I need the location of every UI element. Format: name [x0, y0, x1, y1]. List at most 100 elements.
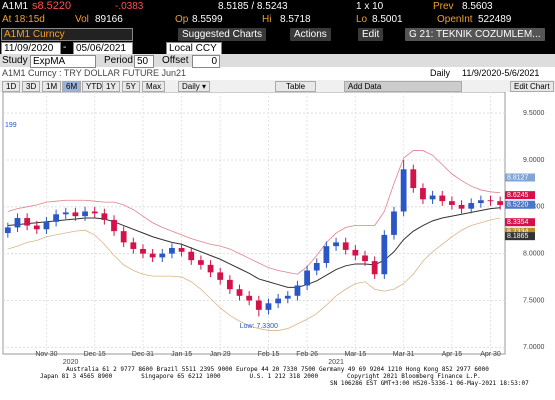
candle-body	[381, 234, 388, 275]
candle-body	[217, 272, 224, 280]
low-annotation: Low: 7.3300	[240, 323, 278, 330]
period-button[interactable]: 5Y	[122, 81, 140, 92]
price-tag	[505, 232, 535, 241]
candle-body	[4, 227, 11, 234]
candle-body	[391, 211, 397, 235]
candle-body	[43, 221, 50, 230]
price-tag	[505, 218, 535, 227]
change: -.0383	[115, 1, 144, 12]
security-input[interactable]: A1M1 Curncy	[1, 28, 133, 41]
candle-body	[226, 279, 233, 290]
candle-body	[140, 248, 146, 254]
x-tick-label: Dec 15	[84, 351, 106, 358]
candle-body	[53, 214, 59, 222]
date-range: 11/9/2020-5/6/2021	[462, 68, 540, 78]
candle-body	[323, 246, 330, 264]
last-price: s8.5220	[32, 0, 72, 12]
candle-body	[284, 295, 291, 299]
candle-body	[101, 213, 108, 220]
candle-body	[159, 253, 166, 258]
candle-body	[487, 200, 494, 202]
y-tick-label: 9.5000	[523, 110, 545, 117]
period-input[interactable]: 50	[134, 55, 154, 68]
actions-button[interactable]: Actions	[290, 28, 331, 41]
study-label: Study	[2, 55, 28, 66]
x-tick-label: Nov 30	[35, 351, 57, 358]
candle-body	[91, 211, 98, 214]
period-button[interactable]: 1D	[2, 81, 21, 92]
x-tick-label: Dec 31	[132, 351, 154, 358]
frequency: Daily	[430, 68, 451, 78]
edit-chart[interactable]: Edit Chart	[510, 81, 554, 92]
x-tick-label: Mar 15	[344, 351, 366, 358]
candle-body	[304, 270, 310, 286]
offset-label: Offset	[162, 55, 189, 66]
low: 8.5001	[372, 14, 403, 25]
candle-body	[362, 255, 368, 262]
y-tick-label: 8.0000	[523, 250, 545, 257]
footer-line: SN 106286 EST GMT+3:00 H520-5336-1 06-Ma…	[330, 380, 529, 387]
year-label: 2020	[63, 359, 79, 366]
freq-select[interactable]: Daily ▾	[178, 81, 211, 92]
candle-body	[33, 225, 40, 230]
table-button[interactable]: Table	[275, 81, 317, 92]
x-tick-label: Jan 29	[210, 351, 231, 358]
high: 8.5718	[280, 14, 311, 25]
candle-body	[120, 231, 127, 243]
period-button[interactable]: 3D	[22, 81, 41, 92]
study-select[interactable]: ExpMA	[30, 55, 96, 68]
x-tick-label: Feb 26	[296, 351, 318, 358]
candle-body	[439, 195, 446, 202]
period-button[interactable]: 6M	[62, 81, 82, 92]
vol: 89166	[95, 14, 123, 25]
edit-button[interactable]: Edit	[358, 28, 384, 41]
price-tag-label: 8.6245	[507, 192, 529, 199]
candle-body	[265, 303, 272, 310]
candle-body	[198, 260, 204, 265]
price-tag-label: 8.5220	[507, 202, 529, 209]
prev-label: Prev	[433, 1, 454, 12]
suggested-button[interactable]: Suggested Charts	[178, 28, 267, 41]
candle-body	[72, 212, 79, 217]
price-tag	[505, 227, 535, 236]
page-title[interactable]: G 21: TEKNIK COZUMLEM...	[405, 28, 545, 41]
period-button[interactable]: 1Y	[102, 81, 120, 92]
candle-body	[169, 248, 175, 254]
size: 1 x 10	[356, 1, 384, 12]
candle-body	[477, 200, 484, 204]
candle-body	[236, 289, 243, 296]
footer: Australia 61 2 9777 8600 Brazil 5511 239…	[0, 366, 555, 400]
chart-title: A1M1 Curncy : TRY DOLLAR FUTURE Jun21	[2, 68, 187, 78]
price-tag-label: 8.2334	[507, 229, 529, 236]
candle-body	[458, 204, 465, 209]
y-tick-label: 9.0000	[523, 157, 545, 164]
period-label: Period	[104, 55, 133, 66]
side-label: 199	[5, 122, 17, 129]
x-tick-label: Feb 15	[258, 351, 280, 358]
candle-body	[342, 242, 349, 250]
year-label: 2021	[328, 359, 344, 366]
add-data[interactable]: Add Data	[344, 81, 462, 92]
candle-body	[207, 264, 214, 273]
chart: 7.00007.50008.00008.50009.00009.5000Nov …	[2, 92, 545, 366]
candle-body	[14, 218, 21, 228]
period-button[interactable]: 1M	[42, 81, 62, 92]
low-label: Lo	[356, 14, 368, 25]
offset-input[interactable]: 0	[192, 55, 220, 68]
candle-body	[111, 219, 117, 232]
candle-body	[333, 242, 339, 247]
time: At 18:15d	[2, 14, 45, 25]
candle-body	[371, 261, 378, 275]
prev: 8.5603	[462, 1, 493, 12]
x-tick-label: Apr 30	[480, 351, 501, 358]
candle-body	[255, 300, 262, 310]
candle-body	[449, 201, 455, 205]
period-button[interactable]: Max	[142, 81, 166, 92]
ticker: A1M1	[2, 1, 29, 12]
indicator-line	[7, 150, 501, 275]
candle-body	[497, 201, 504, 205]
price-tag	[505, 200, 535, 209]
price-tag-label: 8.3354	[507, 219, 529, 226]
plot-area	[2, 92, 506, 355]
